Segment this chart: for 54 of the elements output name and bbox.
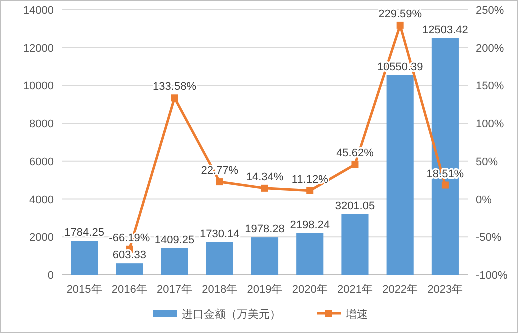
- x-tick-label: 2020年: [292, 284, 328, 296]
- legend-label: 增速: [345, 308, 368, 321]
- point: [396, 22, 404, 29]
- data-label: 1784.25: [64, 227, 104, 240]
- bar: [161, 248, 188, 275]
- data-label: 3201.05: [335, 200, 376, 212]
- point: [171, 94, 178, 102]
- y-tick-label: 0: [48, 270, 54, 282]
- bar: [206, 242, 234, 275]
- data-label: 1409.25: [154, 234, 195, 246]
- data-label: 1978.28: [245, 224, 285, 236]
- y2-tick-label: 200%: [476, 42, 504, 55]
- y2-tick-label: 50%: [476, 156, 498, 168]
- x-tick-label: 2019年: [247, 284, 283, 296]
- bar: [386, 75, 414, 275]
- point: [216, 178, 224, 186]
- bar: [342, 214, 369, 275]
- y-tick-label: 2000: [30, 232, 54, 244]
- bar: [71, 241, 98, 275]
- data-label: 11.12%: [292, 174, 329, 186]
- y2-tick-label: 0%: [476, 194, 492, 206]
- y2-tick-label: 150%: [476, 80, 504, 93]
- x-tick-label: 2023年: [428, 284, 464, 296]
- bar: [251, 238, 279, 275]
- y-tick-label: 6000: [30, 156, 54, 168]
- y-tick-label: 8000: [30, 118, 54, 131]
- bar: [296, 233, 324, 275]
- point: [306, 187, 314, 194]
- y-tick-label: 12000: [23, 42, 54, 55]
- data-label: 2198.24: [290, 219, 330, 232]
- data-label: 14.34%: [246, 171, 284, 184]
- data-label: 229.59%: [378, 8, 422, 20]
- y2-tick-label: 100%: [476, 118, 504, 131]
- point: [262, 184, 268, 192]
- x-tick-label: 2021年: [337, 284, 373, 296]
- y-tick-label: 4000: [30, 194, 54, 206]
- y-tick-label: 14000: [23, 5, 54, 17]
- legend-label: 进口金额（万美元）: [182, 308, 281, 321]
- y2-tick-label: -100%: [476, 270, 508, 282]
- y2-tick-label: -50%: [476, 232, 502, 244]
- x-tick-label: 2015年: [66, 284, 102, 296]
- data-label: 12503.42: [422, 24, 468, 36]
- data-label: 603.33: [112, 250, 146, 262]
- x-tick-label: 2017年: [157, 284, 193, 296]
- x-tick-label: 2016年: [112, 284, 148, 296]
- bar: [116, 264, 144, 275]
- point: [352, 161, 359, 168]
- x-tick-label: 2018年: [202, 284, 238, 296]
- x-tick-label: 2022年: [382, 284, 418, 296]
- point: [442, 182, 449, 189]
- y-tick-label: 10000: [23, 80, 54, 93]
- y2-tick-label: 250%: [476, 5, 504, 17]
- data-label: 1730.14: [200, 228, 240, 240]
- data-label: 133.58%: [153, 81, 197, 94]
